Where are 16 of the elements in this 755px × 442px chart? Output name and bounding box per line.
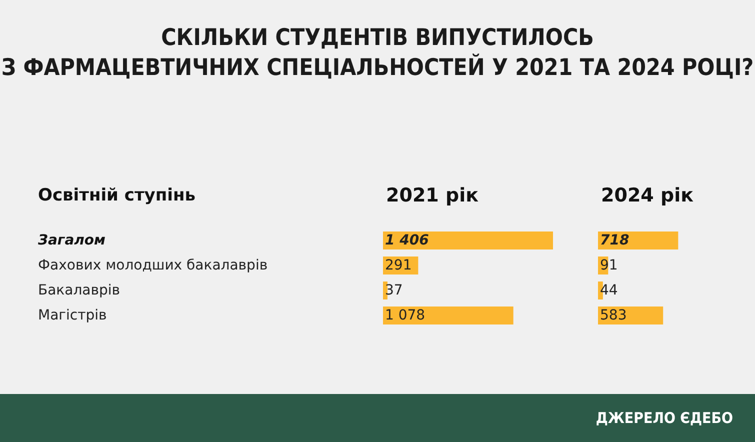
y-tick-label: Фахових молодших бакалаврів [38,258,268,274]
bar [383,232,553,250]
series-label: 2021 рік [386,184,479,206]
y-tick-label: Бакалаврів [38,282,120,298]
y-tick-label: Загалом [38,232,106,248]
chart-title: СКІЛЬКИ СТУДЕНТІВ ВИПУСТИЛОСЬ З ФАРМАЦЕВТИЧНИХ СПЕЦІАЛЬНОСТЕЙ У 2021 ТА 2024 РОЦІ? [1,25,754,81]
data-label: 718 [600,232,630,248]
series-label: 2024 рік [601,184,694,206]
data-label: 1 078 [385,308,426,324]
data-label: 1 406 [385,232,430,248]
bar [383,306,514,324]
footer-band: ДЖЕРЕЛО ЄДЕБО [0,394,755,442]
data-label: 583 [600,308,627,324]
data-label: 291 [385,258,412,274]
y-axis-title: Освітній ступінь [38,186,196,206]
y-tick-label: Магістрів [38,308,107,324]
